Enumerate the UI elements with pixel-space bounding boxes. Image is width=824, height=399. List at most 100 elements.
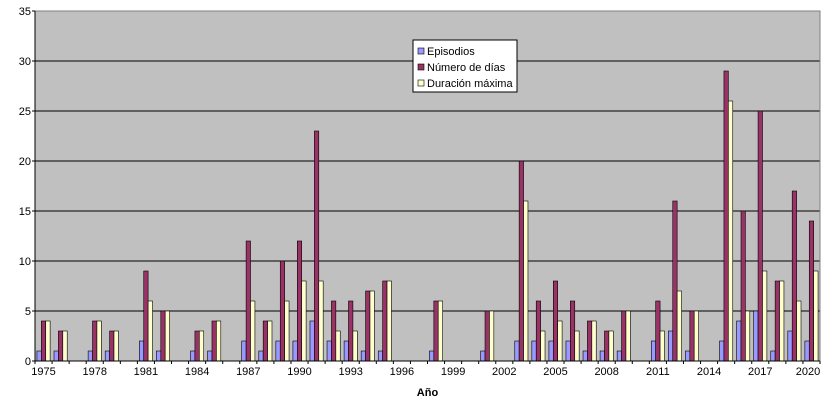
bar-número-de-días-1994 [365,290,371,362]
bar-duración-máxima-1992 [335,330,341,362]
bar-episodios-1994 [360,350,366,362]
bar-número-de-días-1995 [382,280,388,362]
bar-número-de-días-2005 [552,280,558,362]
bar-duración-máxima-1987 [250,300,256,362]
bar-episodios-2009 [616,350,622,362]
bar-número-de-días-2008 [604,330,610,362]
bar-episodios-1993 [343,340,349,362]
axes [32,10,821,364]
bar-episodios-2017 [753,310,759,362]
legend-label: Duración máxima [427,78,513,90]
bar-duración-máxima-1979 [113,330,119,362]
x-tick-labels: 1975 1978 1981 1984 1987 1990 1993 1996 1999 2002… [31,366,820,378]
bar-duración-máxima-2015 [728,100,734,362]
bar-número-de-días-2017 [757,110,763,362]
bars [36,70,819,362]
bar-número-de-días-2011 [655,300,661,362]
bar-duración-máxima-2017 [762,270,768,362]
bar-número-de-días-1992 [331,300,337,362]
bar-episodios-1981 [139,340,145,362]
bar-episodios-1989 [275,340,281,362]
x-tick-label: 1990 [287,366,311,378]
bar-duración-máxima-1984 [199,330,205,362]
bar-episodios-1987 [241,340,247,362]
bar-duración-máxima-2008 [608,330,614,362]
legend-box [412,39,518,93]
bar-duración-máxima-1991 [318,280,324,362]
x-tick-label: 2011 [646,366,670,378]
x-tick-label: 1975 [31,366,55,378]
bar-número-de-días-1985 [211,320,217,362]
bar-número-de-días-1991 [314,130,320,362]
x-tick-label: 1996 [390,366,414,378]
bar-duración-máxima-1990 [301,280,307,362]
bar-número-de-días-2004 [535,300,541,362]
legend-swatch [417,79,425,87]
bar-duración-máxima-1995 [386,280,392,362]
bar-episodios-1998 [429,350,435,362]
bar-episodios-2018 [770,350,776,362]
bar-episodios-2003 [514,340,520,362]
bar-episodios-1975 [36,350,42,362]
x-tick-label: 2014 [697,366,721,378]
bar-episodios-2015 [719,340,725,362]
bar-duración-máxima-2018 [779,280,785,362]
bar-número-de-días-2016 [740,210,746,362]
bar-duración-máxima-1976 [62,330,68,362]
bar-número-de-días-2009 [621,310,627,362]
bar-número-de-días-2003 [518,160,524,362]
bar-episodios-1984 [190,350,196,362]
bar-número-de-días-1987 [245,240,251,362]
x-tick-label: 2002 [492,366,516,378]
bar-duración-máxima-2003 [523,200,529,362]
x-tick-label: 2017 [748,366,772,378]
x-tick-label: 1993 [338,366,362,378]
bar-episodios-1988 [258,350,264,362]
bar-episodios-2004 [531,340,537,362]
y-tick-label: 5 [25,306,31,318]
bar-duración-máxima-2011 [659,330,665,362]
bar-episodios-2006 [565,340,571,362]
bar-duración-máxima-2012 [676,290,682,362]
bar-número-de-días-1981 [143,270,149,362]
bar-episodios-1995 [377,350,383,362]
bar-duración-máxima-1988 [267,320,273,362]
y-tick-label: 0 [25,356,31,368]
bar-número-de-días-2007 [587,320,593,362]
bar-número-de-días-1988 [262,320,268,362]
y-tick-label: 30 [19,56,31,68]
bar-episodios-1976 [53,350,59,362]
bar-número-de-días-2013 [689,310,695,362]
x-tick-label: 2008 [594,366,618,378]
x-tick-label: 2020 [796,366,820,378]
bar-número-de-días-1998 [433,300,439,362]
x-tick-label: 2005 [543,366,567,378]
bar-número-de-días-1978 [92,320,98,362]
bar-número-de-días-1984 [194,330,200,362]
legend-swatch [417,47,425,55]
bar-episodios-1985 [207,350,213,362]
bar-duración-máxima-1993 [352,330,358,362]
bar-episodios-1982 [156,350,162,362]
bar-duración-máxima-1978 [96,320,102,362]
bar-número-de-días-2015 [723,70,729,362]
bar-episodios-2013 [685,350,691,362]
bar-número-de-días-1982 [160,310,166,362]
x-tick-label: 1987 [236,366,260,378]
y-tick-label: 35 [19,6,31,18]
bar-duración-máxima-1981 [147,300,153,362]
bar-número-de-días-1979 [109,330,115,362]
bar-duración-máxima-2013 [693,310,699,362]
bar-episodios-2012 [668,330,674,362]
y-tick-label: 15 [19,206,31,218]
bar-episodios-2016 [736,320,742,362]
x-tick-label: 1981 [134,366,158,378]
bar-episodios-2001 [480,350,486,362]
bar-duración-máxima-2019 [796,300,802,362]
x-axis-title: Año [417,387,439,399]
bar-duración-máxima-2006 [574,330,580,362]
bar-duración-máxima-2009 [625,310,631,362]
bar-episodios-1992 [326,340,332,362]
bar-duración-máxima-2020 [813,270,819,362]
bar-duración-máxima-1982 [164,310,170,362]
